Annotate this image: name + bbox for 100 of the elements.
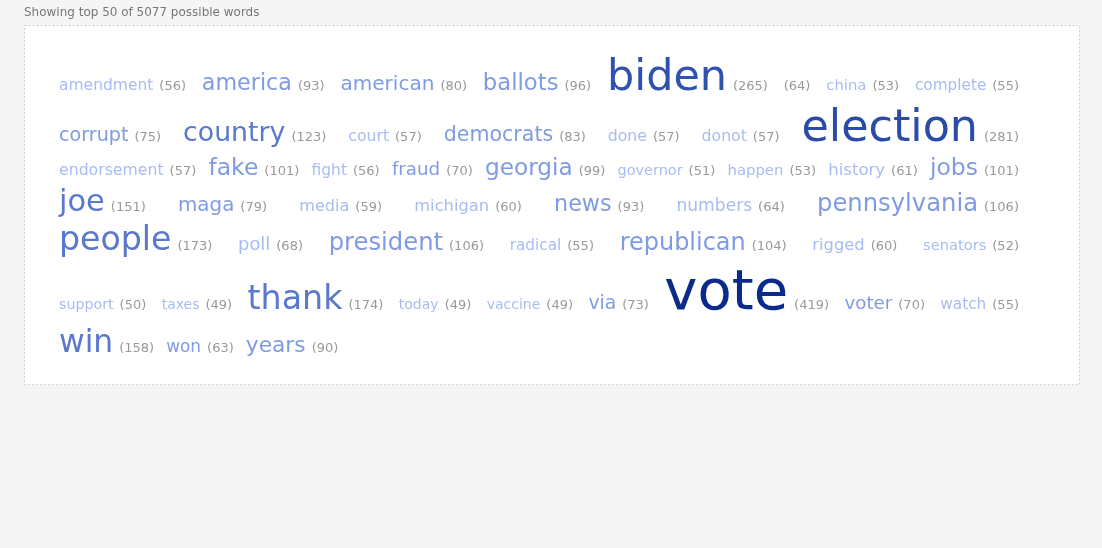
data-label: (60) xyxy=(495,199,522,215)
category-label: election xyxy=(801,100,979,152)
data-label: (63) xyxy=(207,339,234,355)
data-label: (49) xyxy=(546,296,573,312)
category-label: senators xyxy=(923,236,987,254)
data-label: (68) xyxy=(276,238,303,254)
category-label: america xyxy=(201,69,292,96)
category-label: endorsement xyxy=(59,160,164,180)
category-label: thank xyxy=(247,277,344,317)
category-label: radical xyxy=(509,236,562,255)
data-label: (73) xyxy=(622,296,649,312)
category-label: jobs xyxy=(928,153,979,182)
data-label: (55) xyxy=(992,78,1019,94)
category-label: joe xyxy=(58,183,105,219)
category-label: maga xyxy=(178,193,235,217)
data-label: (61) xyxy=(891,163,918,179)
data-label: (419) xyxy=(794,296,830,312)
category-label: taxes xyxy=(161,295,200,312)
data-label: (104) xyxy=(751,238,787,254)
data-label: (55) xyxy=(992,296,1019,312)
data-label: (70) xyxy=(446,163,473,179)
category-label: georgia xyxy=(485,153,573,181)
category-label: court xyxy=(348,126,390,146)
category-label: win xyxy=(59,322,114,359)
category-label: biden xyxy=(606,50,727,101)
data-label: (57) xyxy=(395,129,422,145)
category-label: vote xyxy=(664,256,789,322)
data-label: (64) xyxy=(758,199,785,215)
category-label: years xyxy=(245,331,306,357)
category-label: president xyxy=(328,227,444,257)
data-label: (57) xyxy=(169,163,197,179)
category-label: support xyxy=(59,295,115,312)
category-label: american xyxy=(340,71,435,96)
category-label: history xyxy=(828,160,886,180)
data-label: (106) xyxy=(449,238,484,254)
category-label: ballots xyxy=(482,69,559,96)
data-label: (151) xyxy=(110,199,146,215)
category-label: media xyxy=(299,196,350,216)
category-label: fake xyxy=(208,153,259,182)
data-label: (99) xyxy=(578,163,606,179)
category-label: country xyxy=(183,116,286,148)
data-label: (265) xyxy=(732,78,768,94)
data-label: (50) xyxy=(119,296,147,312)
data-label: (51) xyxy=(688,163,716,179)
category-label: governor xyxy=(617,162,683,179)
category-label: democrats xyxy=(443,122,554,147)
category-label: amendment xyxy=(59,76,154,95)
category-label: michigan xyxy=(414,196,490,216)
data-label: (93) xyxy=(617,199,645,215)
category-label: republican xyxy=(619,228,746,257)
data-label: (83) xyxy=(559,129,586,145)
data-label: (158) xyxy=(119,339,155,355)
category-label: china xyxy=(826,76,867,95)
category-label: fight xyxy=(311,161,348,180)
data-label: (173) xyxy=(177,238,213,254)
category-label: voter xyxy=(844,291,893,313)
data-label: (53) xyxy=(872,78,900,94)
category-label: pennsylvania xyxy=(816,188,979,218)
category-label: won xyxy=(166,335,202,356)
data-label: (55) xyxy=(567,238,594,254)
category-label: rigged xyxy=(812,235,865,255)
data-label: (60) xyxy=(870,238,898,254)
data-label: (80) xyxy=(440,78,468,94)
data-label: (93) xyxy=(297,78,325,94)
data-label: (59) xyxy=(355,199,383,215)
data-label: (52) xyxy=(992,238,1019,254)
category-label: done xyxy=(607,126,647,146)
data-label: (57) xyxy=(652,129,680,145)
category-label: donot xyxy=(701,126,747,146)
data-label: (56) xyxy=(159,78,186,94)
category-label: people xyxy=(59,219,172,259)
data-label: (64) xyxy=(783,78,811,94)
data-label: (75) xyxy=(134,129,162,145)
data-label: (281) xyxy=(984,129,1019,145)
data-label: (106) xyxy=(984,199,1019,215)
data-label: (96) xyxy=(564,78,592,94)
category-label: today xyxy=(398,295,439,312)
category-label: watch xyxy=(940,294,987,313)
data-label: (90) xyxy=(311,339,339,355)
category-label: happen xyxy=(727,161,784,180)
data-label: (123) xyxy=(291,129,327,145)
category-label: complete xyxy=(914,76,987,95)
category-label: fraud xyxy=(391,158,441,180)
category-label: numbers xyxy=(676,195,753,216)
data-label: (57) xyxy=(752,129,780,145)
data-label: (101) xyxy=(984,163,1019,179)
data-label: (174) xyxy=(348,296,384,312)
category-label: corrupt xyxy=(59,123,129,147)
category-label: news xyxy=(554,190,612,217)
data-label: (49) xyxy=(205,296,233,312)
category-label: via xyxy=(588,291,617,313)
data-label: (49) xyxy=(444,296,472,312)
data-label: (101) xyxy=(264,163,300,179)
data-label: (53) xyxy=(789,163,817,179)
data-label: (79) xyxy=(240,199,267,215)
data-label: (70) xyxy=(898,296,925,312)
data-label: (56) xyxy=(353,163,380,179)
text: Showing top 50 of 5077 possible words xyxy=(24,5,260,19)
category-label: vaccine xyxy=(486,295,541,312)
category-label: poll xyxy=(238,233,271,255)
